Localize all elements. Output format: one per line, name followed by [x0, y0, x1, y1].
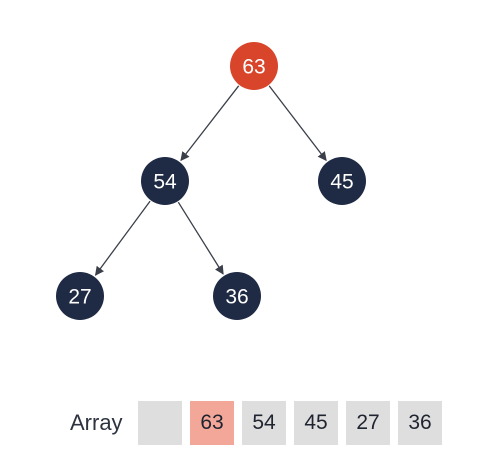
array-row: Array 63 54 45 27 36 [0, 401, 493, 445]
tree-node-54: 54 [141, 157, 189, 205]
tree-edges [94, 85, 327, 276]
tree-node-63: 63 [230, 42, 278, 90]
tree-node-45: 45 [318, 157, 366, 205]
array-cell-63: 63 [190, 401, 234, 445]
node-value: 54 [153, 171, 177, 194]
node-circle [230, 42, 278, 90]
tree-edge [180, 85, 240, 162]
tree-edge [177, 201, 224, 275]
binary-tree: 63 54 45 27 36 [56, 42, 366, 320]
tree-node-27: 27 [56, 272, 104, 320]
node-value: 63 [242, 56, 265, 79]
array-cell-36: 36 [398, 401, 442, 445]
node-value: 45 [330, 171, 353, 194]
tree-edge [94, 200, 151, 276]
node-circle [141, 157, 189, 205]
tree-node-36: 36 [213, 272, 261, 320]
node-circle [56, 272, 104, 320]
array-cell-45: 45 [294, 401, 338, 445]
tree-nodes: 63 54 45 27 36 [56, 42, 366, 320]
array-cell-27: 27 [346, 401, 390, 445]
node-value: 36 [225, 286, 248, 309]
array-label: Array [70, 410, 123, 435]
node-circle [318, 157, 366, 205]
tree-edge [268, 85, 327, 162]
node-circle [213, 272, 261, 320]
array-cell-empty [138, 401, 182, 445]
node-value: 27 [68, 286, 91, 309]
array-cell-54: 54 [242, 401, 286, 445]
